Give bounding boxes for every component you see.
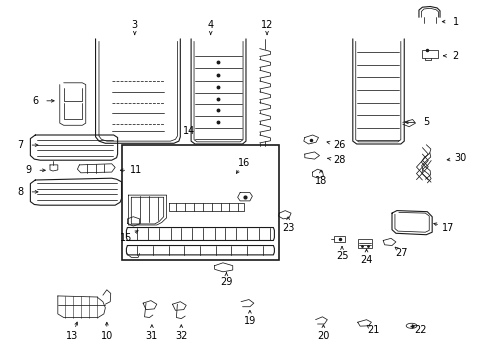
Text: 10: 10 <box>101 330 113 341</box>
Text: 5: 5 <box>423 117 429 127</box>
Text: 13: 13 <box>67 330 78 341</box>
Text: 17: 17 <box>442 222 455 233</box>
Text: 15: 15 <box>120 233 133 243</box>
Bar <box>422 50 438 58</box>
Text: 24: 24 <box>360 255 373 265</box>
Text: 3: 3 <box>132 20 138 30</box>
Text: 6: 6 <box>32 96 38 106</box>
Text: 22: 22 <box>414 325 427 336</box>
Text: 2: 2 <box>453 51 459 61</box>
Text: 4: 4 <box>208 20 214 30</box>
Text: 31: 31 <box>146 330 158 341</box>
Text: 29: 29 <box>220 276 233 287</box>
Text: 1: 1 <box>453 17 459 27</box>
Text: 21: 21 <box>367 325 380 336</box>
Bar <box>358 239 372 248</box>
Text: 19: 19 <box>244 316 256 326</box>
Text: 7: 7 <box>18 140 24 150</box>
Text: 12: 12 <box>261 20 273 30</box>
Text: 27: 27 <box>395 248 408 258</box>
Text: 8: 8 <box>18 187 24 197</box>
Text: 26: 26 <box>333 140 345 150</box>
Text: 23: 23 <box>282 222 294 233</box>
Text: 9: 9 <box>25 165 31 175</box>
Text: 25: 25 <box>336 251 348 261</box>
Text: 20: 20 <box>317 330 330 341</box>
Text: 30: 30 <box>454 153 466 163</box>
Text: 18: 18 <box>315 176 327 186</box>
Text: 11: 11 <box>130 165 143 175</box>
Text: 32: 32 <box>175 330 188 341</box>
Text: 14: 14 <box>182 126 195 136</box>
Bar <box>122 145 279 260</box>
Text: 16: 16 <box>238 158 250 168</box>
Text: 28: 28 <box>333 155 345 165</box>
Bar <box>334 236 345 242</box>
